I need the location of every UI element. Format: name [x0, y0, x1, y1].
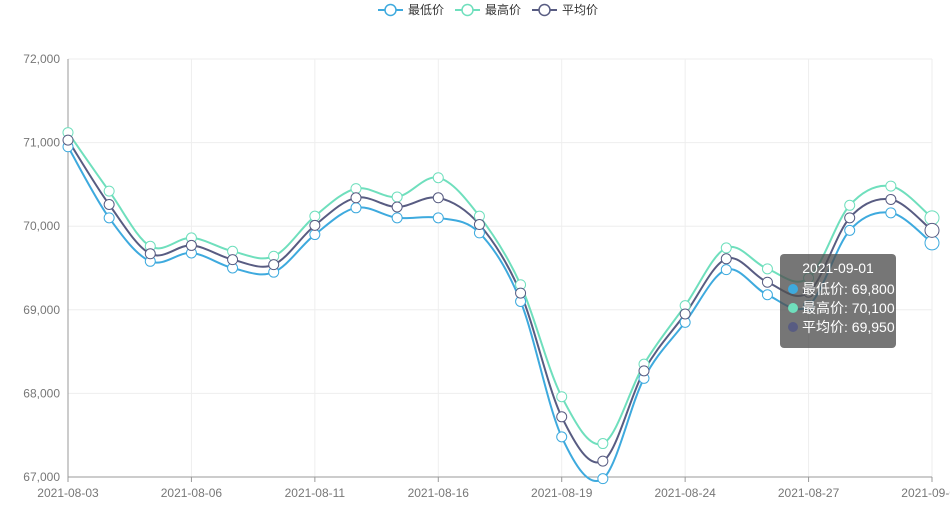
tooltip-dot-low [788, 283, 798, 294]
data-point-avg[interactable] [144, 248, 156, 260]
data-point-high[interactable] [309, 210, 321, 222]
data-point-high[interactable] [391, 191, 403, 203]
data-point-avg[interactable] [103, 198, 115, 210]
x-tick-label: 2021-08-03 [37, 486, 99, 500]
data-point-low[interactable] [844, 224, 856, 236]
x-tick-label: 2021-08-06 [161, 486, 223, 500]
data-point-avg[interactable] [185, 239, 197, 251]
data-point-avg[interactable] [761, 276, 773, 288]
tooltip: 2021-09-01 最低价: 69,800 最高价: 70,100 平均价: … [780, 254, 896, 348]
legend-label-avg[interactable]: 平均价 [562, 3, 598, 17]
data-point-low[interactable] [885, 207, 897, 219]
data-point-low[interactable] [309, 229, 321, 241]
data-point-low[interactable] [103, 212, 115, 224]
legend-marker-low[interactable] [384, 3, 397, 17]
data-point-high[interactable] [885, 180, 897, 192]
data-point-avg[interactable] [597, 455, 609, 467]
data-point-avg[interactable] [924, 222, 940, 238]
y-tick-label: 68,000 [23, 386, 60, 400]
data-point-avg[interactable] [473, 219, 485, 231]
axes: 67,000 68,000 69,000 70,000 71,000 72,000 2021… [23, 52, 950, 500]
data-point-high[interactable] [761, 263, 773, 275]
data-point-avg[interactable] [844, 212, 856, 224]
data-point-avg[interactable] [268, 259, 280, 271]
x-tick-label: 2021-09-01 [901, 486, 950, 500]
data-point-avg[interactable] [720, 253, 732, 265]
y-tick-label: 71,000 [23, 136, 60, 150]
tooltip-row-avg: 平均价: 69,950 [788, 317, 895, 336]
data-point-low[interactable] [432, 212, 444, 224]
data-point-low[interactable] [391, 212, 403, 224]
tooltip-row-high: 最高价: 70,100 [788, 298, 895, 317]
data-point-avg[interactable] [350, 192, 362, 204]
data-point-low[interactable] [597, 473, 609, 485]
x-tick-label: 2021-08-19 [531, 486, 593, 500]
data-point-high[interactable] [103, 185, 115, 197]
legend-marker-high[interactable] [461, 3, 474, 17]
data-point-avg[interactable] [432, 192, 444, 204]
x-tick-label: 2021-08-11 [285, 486, 346, 500]
legend[interactable]: 最低价 最高价 平均价 [378, 2, 598, 17]
data-point-avg[interactable] [679, 308, 691, 320]
legend-label-low[interactable]: 最低价 [408, 3, 444, 17]
data-point-high[interactable] [432, 172, 444, 184]
y-tick-label: 72,000 [23, 52, 60, 66]
tooltip-row-low: 最低价: 69,800 [788, 279, 895, 298]
data-point-avg[interactable] [556, 411, 568, 423]
legend-marker-avg[interactable] [538, 3, 551, 17]
tooltip-label-high: 最高价: 70,100 [802, 299, 895, 316]
y-tick-label: 69,000 [23, 303, 60, 317]
data-point-avg[interactable] [391, 201, 403, 213]
data-point-low[interactable] [761, 289, 773, 301]
data-point-low[interactable] [350, 202, 362, 214]
data-point-avg[interactable] [515, 287, 527, 299]
legend-label-high[interactable]: 最高价 [485, 2, 521, 17]
y-tick-label: 67,000 [23, 470, 60, 484]
x-tick-label: 2021-08-27 [778, 486, 840, 500]
x-tick-label: 2021-08-24 [654, 486, 716, 500]
x-tick-label: 2021-08-16 [408, 486, 470, 500]
y-tick-label: 70,000 [23, 219, 60, 233]
data-point-low[interactable] [556, 431, 568, 443]
tooltip-dot-high [788, 302, 798, 313]
data-point-avg[interactable] [227, 254, 239, 266]
data-point-avg[interactable] [62, 134, 74, 146]
tooltip-label-avg: 平均价: 69,950 [802, 318, 895, 335]
tooltip-dot-avg [788, 321, 798, 332]
tooltip-label-low: 最低价: 69,800 [802, 280, 895, 297]
data-point-high[interactable] [597, 438, 609, 450]
data-point-high[interactable] [556, 391, 568, 403]
data-point-avg[interactable] [638, 365, 650, 377]
data-point-avg[interactable] [309, 219, 321, 231]
data-point-high[interactable] [720, 242, 732, 254]
data-point-low[interactable] [924, 235, 940, 251]
grid-lines [68, 58, 933, 477]
data-point-high[interactable] [924, 210, 940, 226]
data-point-avg[interactable] [885, 193, 897, 205]
tooltip-title: 2021-09-01 [802, 260, 874, 276]
data-point-high[interactable] [350, 183, 362, 195]
data-point-low[interactable] [720, 264, 732, 276]
data-point-high[interactable] [844, 199, 856, 211]
